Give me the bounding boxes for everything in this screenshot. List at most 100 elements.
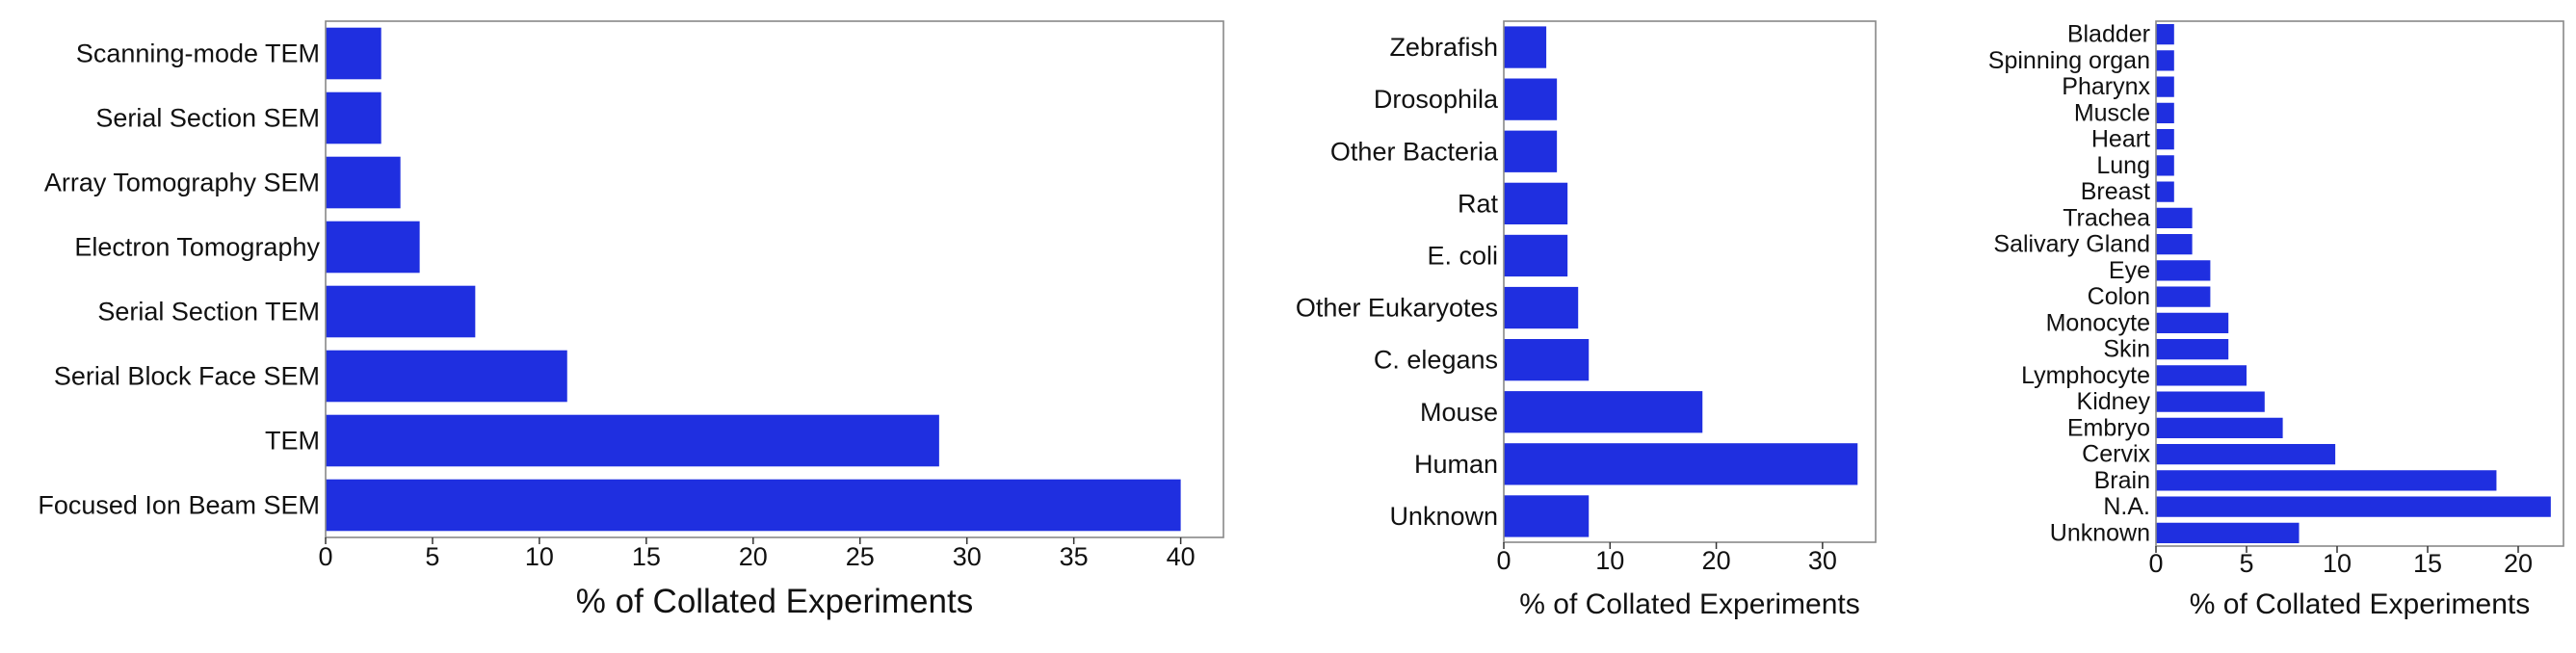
category-label: Trachea — [2063, 204, 2150, 231]
category-label: Focused Ion Beam SEM — [38, 491, 320, 520]
category-label: Rat — [1458, 189, 1499, 218]
bar-embryo — [2156, 417, 2283, 439]
bar-other-bacteria — [1504, 130, 1558, 172]
category-label: Brain — [2094, 467, 2150, 494]
x-tick-label: 10 — [525, 542, 554, 571]
x-axis-label: % of Collated Experiments — [576, 583, 973, 620]
bar-focused-ion-beam-sem — [326, 479, 1181, 532]
x-tick-label: 10 — [2323, 549, 2352, 578]
category-label: Electron Tomography — [74, 233, 320, 262]
bar-drosophila — [1504, 78, 1558, 120]
bar-c-elegans — [1504, 339, 1590, 381]
bar-mouse — [1504, 391, 1703, 433]
bar-zebrafish — [1504, 26, 1547, 68]
category-label: Colon — [2088, 283, 2150, 310]
category-label: Serial Section SEM — [95, 104, 320, 133]
plot-frame — [2155, 20, 2564, 547]
x-axis-label: % of Collated Experiments — [1519, 588, 1860, 620]
x-tick-label: 25 — [846, 542, 875, 571]
bar-e-coli — [1504, 234, 1568, 277]
bar-heart — [2156, 128, 2174, 150]
x-tick-label: 30 — [953, 542, 982, 571]
bar-lung — [2156, 155, 2174, 176]
category-label: Mouse — [1420, 398, 1498, 427]
x-tick-label: 0 — [318, 542, 332, 571]
bar-unknown — [1504, 495, 1590, 537]
bar-colon — [2156, 286, 2211, 307]
bar-n-a — [2156, 496, 2551, 517]
bar-other-eukaryotes — [1504, 286, 1579, 329]
category-label: TEM — [265, 427, 320, 456]
chart-panel-organism: Zebrafish Drosophila Other Bacteria Rat E. c… — [1296, 20, 1877, 620]
category-label: Breast — [2081, 178, 2150, 205]
x-tick-label: 10 — [1595, 546, 1624, 575]
category-label: Scanning-mode TEM — [76, 39, 320, 68]
plot-frame — [1503, 20, 1877, 543]
category-label: Human — [1414, 450, 1498, 479]
bar-serial-block-face-sem — [326, 350, 567, 403]
bar-unknown — [2156, 522, 2300, 544]
category-label: Cervix — [2082, 441, 2150, 468]
chart-panel-imaging-technique: Scanning-mode TEM Serial Section SEM Array… — [38, 20, 1224, 620]
category-label: E. coli — [1427, 241, 1498, 270]
category-label: Eye — [2109, 257, 2150, 284]
category-label: Skin — [2103, 336, 2150, 363]
bar-skin — [2156, 338, 2229, 360]
category-label: Salivary Gland — [1993, 231, 2150, 258]
bar-pharynx — [2156, 76, 2174, 97]
bar-breast — [2156, 181, 2174, 202]
category-label: Serial Block Face SEM — [54, 362, 320, 391]
category-label: Unknown — [1389, 502, 1498, 531]
x-tick-label: 15 — [2413, 549, 2442, 578]
category-label: N.A. — [2103, 493, 2150, 520]
x-tick-label: 30 — [1808, 546, 1837, 575]
bar-bladder — [2156, 23, 2174, 45]
bar-scanning-mode-tem — [326, 27, 381, 80]
bar-eye — [2156, 260, 2211, 281]
bar-kidney — [2156, 391, 2265, 412]
category-label: Embryo — [2067, 414, 2150, 441]
bar-brain — [2156, 470, 2497, 491]
bar-tem — [326, 414, 939, 467]
category-label: Serial Section TEM — [97, 298, 320, 326]
category-label: Unknown — [2050, 519, 2150, 546]
category-label: Array Tomography SEM — [44, 169, 320, 197]
x-tick-label: 40 — [1167, 542, 1196, 571]
x-tick-label: 20 — [739, 542, 768, 571]
x-tick-label: 15 — [632, 542, 661, 571]
category-label: Kidney — [2077, 388, 2151, 415]
bar-monocyte — [2156, 312, 2229, 334]
plot-frame — [325, 20, 1224, 538]
category-label: Lung — [2096, 152, 2150, 179]
x-tick-label: 20 — [1702, 546, 1731, 575]
category-label: Pharynx — [2062, 73, 2150, 100]
bar-spinning-organ — [2156, 50, 2174, 71]
bar-trachea — [2156, 207, 2193, 229]
x-axis-label: % of Collated Experiments — [2190, 588, 2531, 620]
bar-lymphocyte — [2156, 365, 2247, 386]
bar-human — [1504, 443, 1858, 485]
x-tick-label: 5 — [2239, 549, 2253, 578]
bar-array-tomography-sem — [326, 156, 401, 209]
category-label: Muscle — [2074, 99, 2150, 126]
bar-rat — [1504, 182, 1568, 224]
category-label: Other Eukaryotes — [1296, 294, 1498, 323]
bar-salivary-gland — [2156, 233, 2193, 255]
category-label: Drosophila — [1374, 85, 1499, 114]
x-tick-label: 20 — [2504, 549, 2533, 578]
x-tick-label: 5 — [425, 542, 439, 571]
category-label: Monocyte — [2046, 309, 2150, 336]
bar-electron-tomography — [326, 221, 420, 274]
category-label: Bladder — [2067, 21, 2150, 48]
category-label: Zebrafish — [1389, 33, 1498, 62]
category-label: Heart — [2091, 126, 2150, 153]
x-tick-label: 35 — [1060, 542, 1089, 571]
bar-cervix — [2156, 443, 2336, 465]
bar-serial-section-tem — [326, 285, 476, 338]
category-label: Lymphocyte — [2021, 362, 2150, 389]
category-label: C. elegans — [1374, 346, 1498, 375]
category-label: Other Bacteria — [1330, 137, 1499, 166]
bar-serial-section-sem — [326, 91, 381, 144]
